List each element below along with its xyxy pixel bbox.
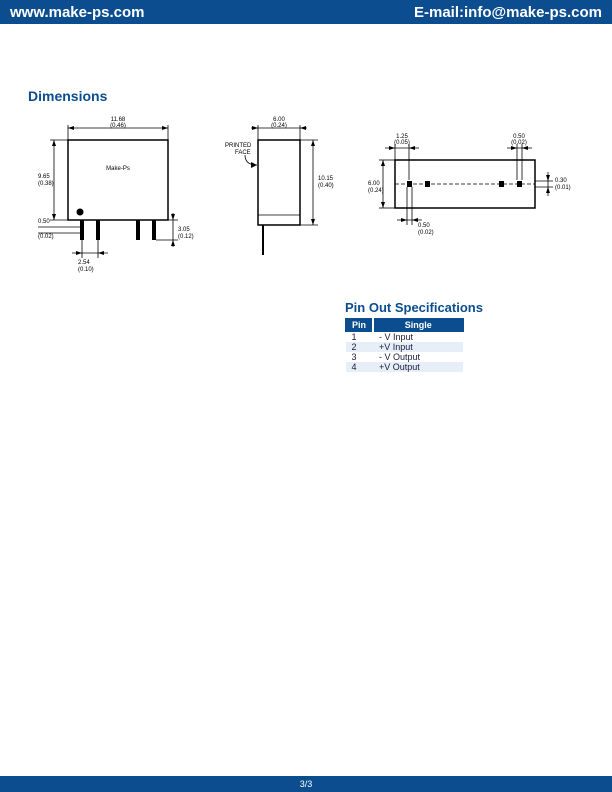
svg-text:(0.40): (0.40): [318, 183, 334, 189]
svg-text:3.05: 3.05: [178, 227, 190, 233]
svg-text:(0.24): (0.24): [271, 123, 287, 129]
header-bar: www.make-ps.com E-mail:info@make-ps.com: [0, 0, 612, 24]
svg-text:FACE: FACE: [235, 150, 251, 156]
header-email: E-mail:info@make-ps.com: [414, 4, 602, 21]
svg-text:PRINTED: PRINTED: [225, 143, 252, 149]
svg-text:9.65: 9.65: [38, 174, 50, 180]
svg-text:2.54: 2.54: [78, 260, 90, 266]
table-row: 1- V Input: [346, 332, 464, 343]
svg-text:(0.02): (0.02): [418, 230, 434, 236]
section-title-dimensions: Dimensions: [28, 88, 107, 104]
footer-bar: 3/3: [0, 776, 612, 792]
svg-text:0.30: 0.30: [555, 178, 567, 184]
svg-text:Make-Ps: Make-Ps: [106, 166, 130, 172]
svg-text:(0.02): (0.02): [511, 140, 527, 146]
svg-text:0.50: 0.50: [38, 219, 50, 225]
pinout-table: Pin Single 1- V Input 2+V Input 3- V Out…: [345, 318, 464, 372]
svg-text:0.50: 0.50: [418, 223, 430, 229]
svg-text:(0.02): (0.02): [38, 234, 54, 240]
svg-text:10.15: 10.15: [318, 176, 334, 182]
svg-text:(0.38): (0.38): [38, 181, 54, 187]
dimension-diagrams: Make-Ps 11.68 (0.46) 9.65 (0.38) 0.50 (0…: [38, 115, 578, 285]
svg-text:(0.12): (0.12): [178, 234, 194, 240]
col-pin: Pin: [346, 319, 374, 332]
svg-text:(0.10): (0.10): [78, 267, 94, 273]
svg-text:6.00: 6.00: [368, 181, 380, 187]
table-header-row: Pin Single: [346, 319, 464, 332]
table-row: 2+V Input: [346, 342, 464, 352]
col-single: Single: [373, 319, 463, 332]
svg-text:(0.46): (0.46): [110, 123, 126, 129]
page-number: 3/3: [300, 779, 313, 789]
header-url: www.make-ps.com: [10, 4, 145, 21]
svg-text:(0.24): (0.24): [368, 188, 384, 194]
table-row: 3- V Output: [346, 352, 464, 362]
svg-text:(0.01): (0.01): [555, 185, 571, 191]
pinout-title: Pin Out Specifications: [345, 300, 483, 315]
svg-text:(0.05): (0.05): [394, 140, 410, 146]
table-row: 4+V Output: [346, 362, 464, 372]
